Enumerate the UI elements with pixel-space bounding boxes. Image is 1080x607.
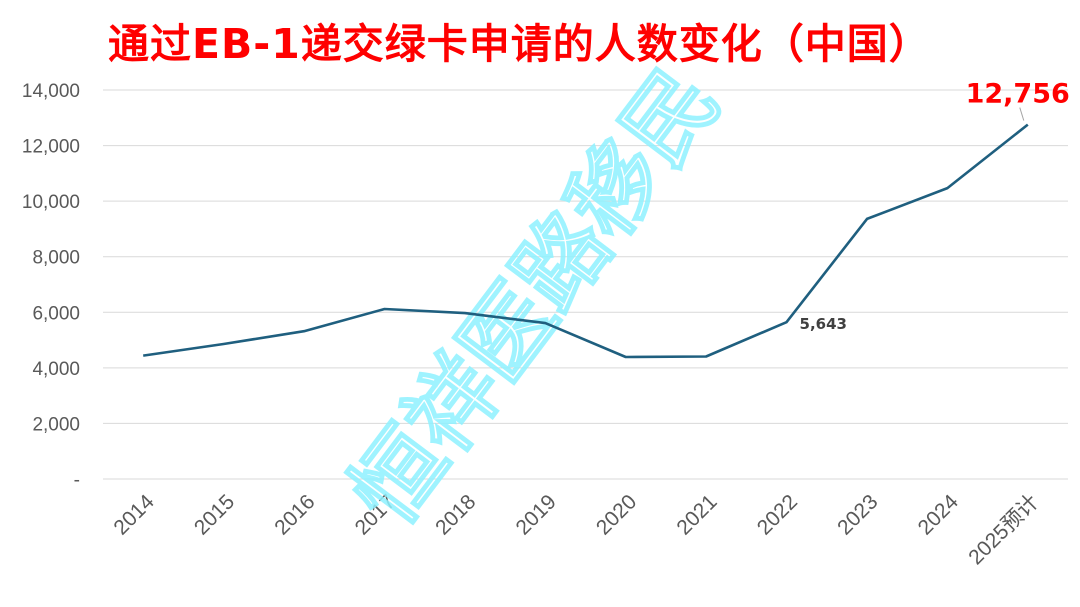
chart-title: 通过EB-1递交绿卡申请的人数变化（中国）: [108, 20, 931, 68]
gridlines: [103, 89, 1068, 480]
watermark-text: 恒祥医路移民: [331, 49, 740, 543]
y-tick-label: 10,000: [22, 192, 80, 213]
x-tick-label: 2022: [753, 490, 802, 539]
x-tick-label: 2025预计: [964, 490, 1043, 569]
data-label: 12,756: [966, 79, 1070, 110]
y-tick-label: 14,000: [22, 81, 80, 102]
x-tick-label: 2023: [833, 490, 882, 539]
y-tick-label: 12,000: [22, 137, 80, 158]
x-tick-label: 2019: [512, 490, 561, 539]
x-axis-ticks: 2014 2015 2016 2017 2018 2019 2020 2021 2022 2023…: [109, 490, 1043, 569]
y-tick-label: 4,000: [32, 359, 80, 380]
x-tick-label: 2021: [672, 490, 721, 539]
x-tick-label: 2020: [592, 490, 641, 539]
series-line: [143, 123, 1029, 359]
x-tick-label: 2016: [270, 490, 319, 539]
x-tick-label: 2014: [109, 490, 159, 540]
y-tick-label: 8,000: [32, 248, 80, 269]
x-tick-label: 2024: [914, 490, 964, 540]
y-tick-label: -: [74, 470, 80, 491]
y-tick-label: 6,000: [32, 303, 80, 324]
y-axis-ticks: - 2,000 4,000 6,000 8,000 10,000 12,000 14,000: [22, 81, 80, 491]
y-tick-label: 2,000: [32, 414, 80, 435]
data-label-leader: [1019, 107, 1025, 121]
data-labels: 5,643 12,756: [800, 79, 1070, 334]
x-tick-label: 2015: [190, 490, 239, 539]
data-label: 5,643: [800, 315, 847, 333]
